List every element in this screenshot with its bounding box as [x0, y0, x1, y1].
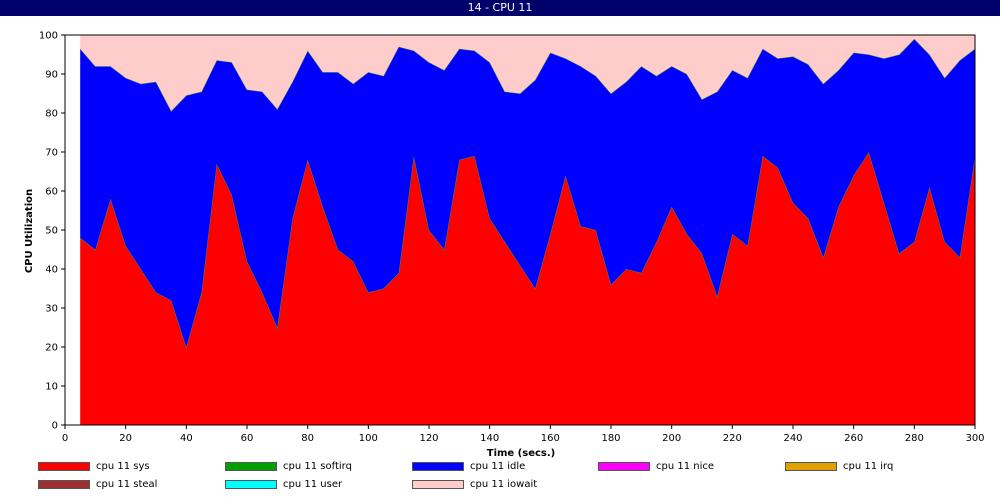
x-tick-label: 300: [965, 433, 984, 444]
y-tick-label: 90: [45, 70, 58, 81]
x-tick-label: 280: [905, 433, 924, 444]
cpu-utilization-chart: 0 10 20 30 40 50 60 70 80 90 100 0 20 40 60 80 100 120 140…: [24, 31, 985, 459]
axes: 0 10 20 30 40 50 60 70 80 90 100 0 20 40 60 80 100 120 140…: [39, 31, 985, 445]
legend-swatch: [38, 462, 90, 471]
legend-swatch: [225, 480, 277, 489]
legend-label: cpu 11 nice: [656, 461, 715, 472]
x-tick-label: 260: [844, 433, 863, 444]
y-tick-label: 10: [45, 382, 58, 393]
y-tick-label: 0: [52, 421, 58, 432]
x-tick-label: 120: [419, 433, 438, 444]
y-tick-label: 50: [45, 226, 58, 237]
area-series-cpu-11-idle: [80, 38, 975, 348]
legend-label: cpu 11 steal: [96, 479, 158, 490]
legend-swatch: [598, 462, 650, 471]
y-tick-label: 100: [39, 31, 58, 42]
x-tick-label: 140: [480, 433, 499, 444]
x-tick-label: 20: [119, 433, 132, 444]
y-tick-label: 80: [45, 109, 58, 120]
x-tick-label: 240: [783, 433, 802, 444]
y-tick-label: 70: [45, 148, 58, 159]
x-tick-label: 180: [601, 433, 620, 444]
y-tick-label: 30: [45, 304, 58, 315]
x-tick-label: 60: [241, 433, 254, 444]
x-axis-title: Time (secs.): [487, 448, 556, 458]
y-axis-title: CPU Utilization: [24, 189, 35, 273]
legend-label: cpu 11 user: [283, 479, 343, 490]
x-tick-label: 160: [541, 433, 560, 444]
x-tick-label: 0: [62, 433, 68, 444]
legend-swatch: [412, 480, 464, 489]
legend-label: cpu 11 irq: [843, 461, 894, 472]
x-tick-label: 40: [180, 433, 193, 444]
plot-area: [65, 34, 976, 425]
legend-label: cpu 11 idle: [470, 461, 526, 472]
area-series-cpu-11-sys: [80, 152, 975, 425]
area-series-cpu-11-iowait: [80, 35, 975, 111]
legend-swatch: [785, 462, 837, 471]
x-tick-label: 80: [301, 433, 314, 444]
y-tick-label: 40: [45, 265, 58, 276]
y-tick-label: 20: [45, 343, 58, 354]
legend-label: cpu 11 sys: [96, 461, 150, 472]
x-tick-label: 200: [662, 433, 681, 444]
legend-swatch: [225, 462, 277, 471]
legend-swatch: [38, 480, 90, 489]
y-tick-label: 60: [45, 187, 58, 198]
chart-legend: cpu 11 sys cpu 11 softirq cpu 11 idle cpu 1…: [0, 459, 1000, 504]
legend-swatch: [412, 462, 464, 471]
x-tick-label: 220: [723, 433, 742, 444]
chart-window-title: 14 - CPU 11: [0, 0, 1000, 16]
x-tick-label: 100: [359, 433, 378, 444]
legend-label: cpu 11 iowait: [470, 479, 538, 490]
legend-label: cpu 11 softirq: [283, 461, 352, 472]
